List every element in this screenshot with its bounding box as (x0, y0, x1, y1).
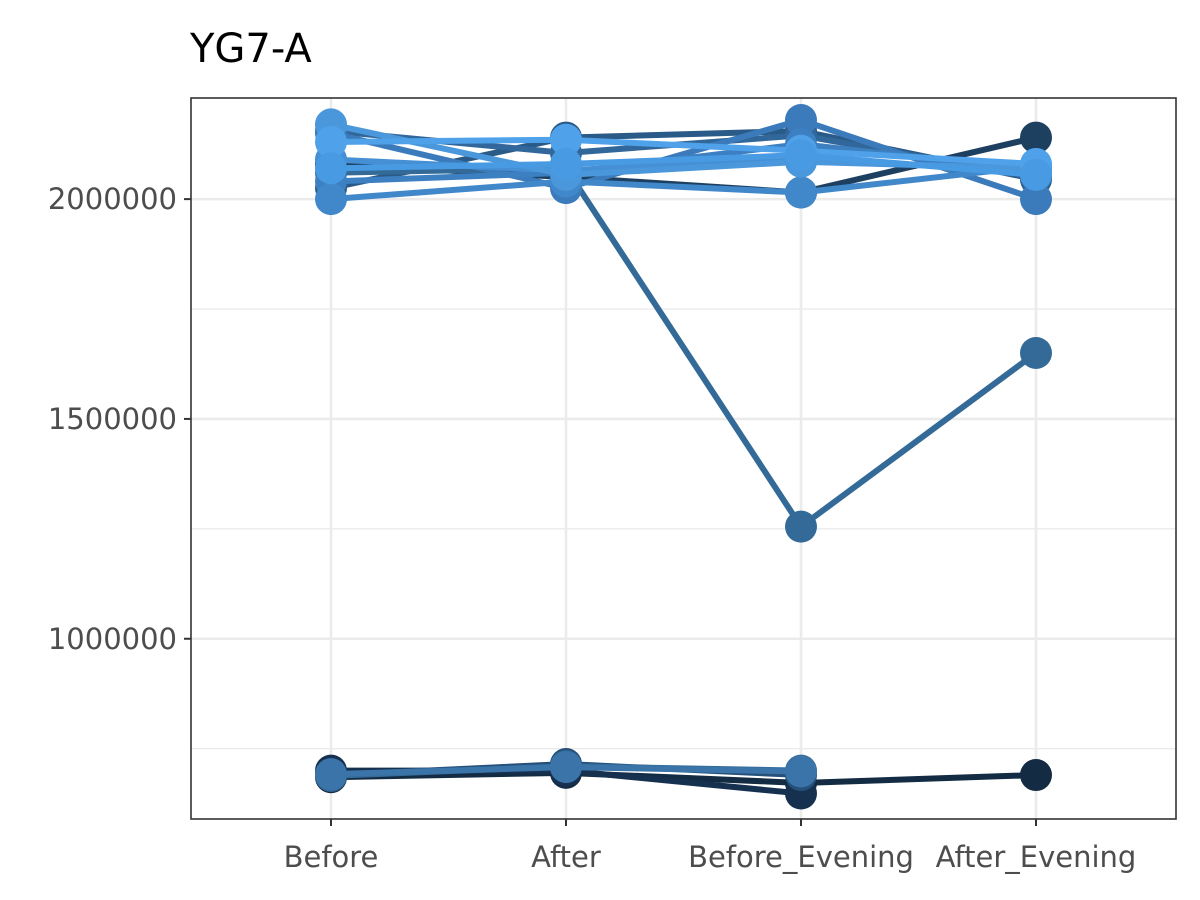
data-point (550, 123, 582, 156)
data-point (785, 176, 817, 209)
y-tick-label: 1000000 (48, 622, 177, 656)
data-point (315, 758, 347, 791)
series-line (330, 152, 1037, 178)
series-line (330, 136, 1037, 167)
chart-title: YG7-A (189, 26, 312, 72)
data-point (315, 183, 347, 216)
series-line (330, 165, 1038, 530)
data-point (550, 751, 582, 784)
series-layer (315, 103, 1052, 810)
series-16 (315, 139, 1052, 191)
data-point (1020, 336, 1052, 369)
data-point (785, 755, 817, 788)
x-tick-label: Before (284, 840, 379, 874)
series-line (330, 163, 1037, 203)
series-line (330, 769, 1037, 786)
data-point (1020, 121, 1052, 154)
data-point (550, 147, 582, 180)
axes: 1000000 1500000 2000000 Before After Before_E… (48, 182, 1137, 874)
series-1 (315, 756, 1052, 799)
x-tick-label: After (531, 840, 601, 874)
x-tick-label: Before_Evening (688, 840, 914, 874)
data-point (315, 152, 347, 185)
data-point (1020, 158, 1052, 191)
data-point (315, 125, 347, 158)
data-point (1020, 759, 1052, 792)
series-5 (315, 751, 817, 791)
data-point (785, 510, 817, 543)
data-point (785, 103, 817, 136)
panel-border (190, 97, 1177, 820)
series-9 (315, 152, 1052, 543)
y-tick-label: 2000000 (48, 182, 177, 216)
data-point (1020, 183, 1052, 216)
data-point (785, 139, 817, 172)
x-tick-label: After_Evening (936, 840, 1137, 874)
y-tick-label: 1500000 (48, 402, 177, 436)
